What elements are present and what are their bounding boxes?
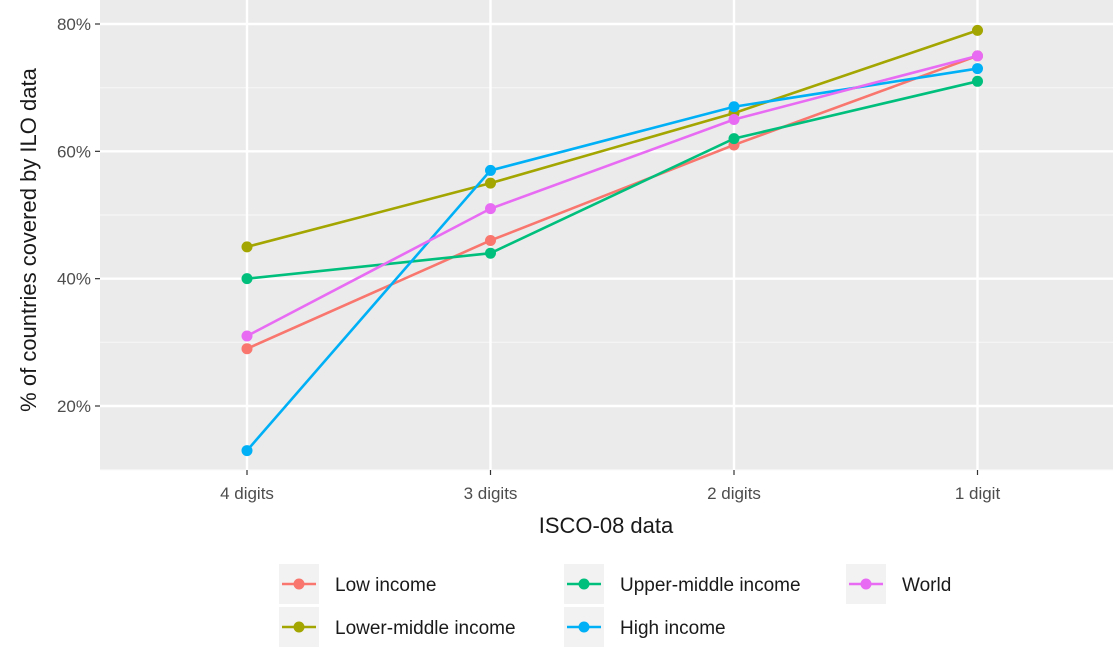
data-point-high-income — [972, 63, 983, 75]
data-point-world — [972, 50, 983, 62]
legend-label: Upper-middle income — [620, 575, 801, 596]
plot-panel — [100, 0, 1113, 470]
y-tick-label: 20% — [57, 397, 91, 416]
legend-label: Low income — [335, 575, 436, 596]
legend-label: Lower-middle income — [335, 618, 516, 639]
legend-label: World — [902, 575, 951, 596]
x-tick-label: 1 digit — [955, 484, 1001, 503]
y-tick-label: 60% — [57, 142, 91, 161]
data-point-world — [241, 330, 253, 342]
series-lines — [246, 29, 978, 452]
x-axis-ticks: 4 digits 3 digits 2 digits 1 digit — [220, 470, 1000, 503]
data-point-lower-middle-income — [485, 177, 496, 189]
data-point-lower-middle-income — [241, 241, 253, 253]
data-point-upper-middle-income — [241, 273, 253, 285]
x-tick-label: 4 digits — [220, 484, 274, 503]
series-line-world — [246, 54, 978, 338]
legend: Low income Lower-middle income Upper-middl… — [279, 564, 951, 647]
legend-item-world: World — [846, 564, 951, 604]
y-tick-label: 80% — [57, 15, 91, 34]
legend-item-low-income: Low income — [279, 564, 436, 604]
data-point-upper-middle-income — [972, 75, 983, 87]
y-axis-title: % of countries covered by ILO data — [16, 67, 41, 411]
data-point-high-income — [728, 101, 740, 113]
y-axis-ticks: 20% 40% 60% 80% — [57, 15, 100, 416]
series-line-low-income — [246, 54, 978, 350]
legend-key-point — [578, 621, 590, 633]
legend-key-point — [860, 578, 872, 590]
x-tick-label: 3 digits — [464, 484, 518, 503]
data-point-low-income — [241, 343, 253, 355]
legend-item-lower-middle-income: Lower-middle income — [279, 607, 516, 647]
x-tick-label: 2 digits — [707, 484, 761, 503]
y-tick-label: 40% — [57, 270, 91, 289]
legend-key-point — [578, 578, 590, 590]
series-line-lower-middle-income — [246, 29, 978, 249]
legend-key-point — [293, 578, 305, 590]
series-line-upper-middle-income — [246, 80, 978, 280]
data-point-world — [728, 114, 740, 125]
data-point-upper-middle-income — [485, 247, 496, 259]
data-point-lower-middle-income — [972, 24, 983, 36]
legend-key-point — [293, 621, 305, 633]
data-point-low-income — [485, 234, 496, 246]
legend-item-upper-middle-income: Upper-middle income — [564, 564, 801, 604]
data-point-upper-middle-income — [728, 133, 740, 145]
legend-label: High income — [620, 618, 726, 639]
minor-gridlines — [100, 87, 1113, 471]
x-axis-title: ISCO-08 data — [539, 513, 674, 538]
series-points — [241, 24, 983, 457]
legend-item-high-income: High income — [564, 607, 726, 647]
data-point-world — [485, 203, 496, 215]
data-point-high-income — [485, 164, 496, 176]
data-point-high-income — [241, 445, 253, 457]
